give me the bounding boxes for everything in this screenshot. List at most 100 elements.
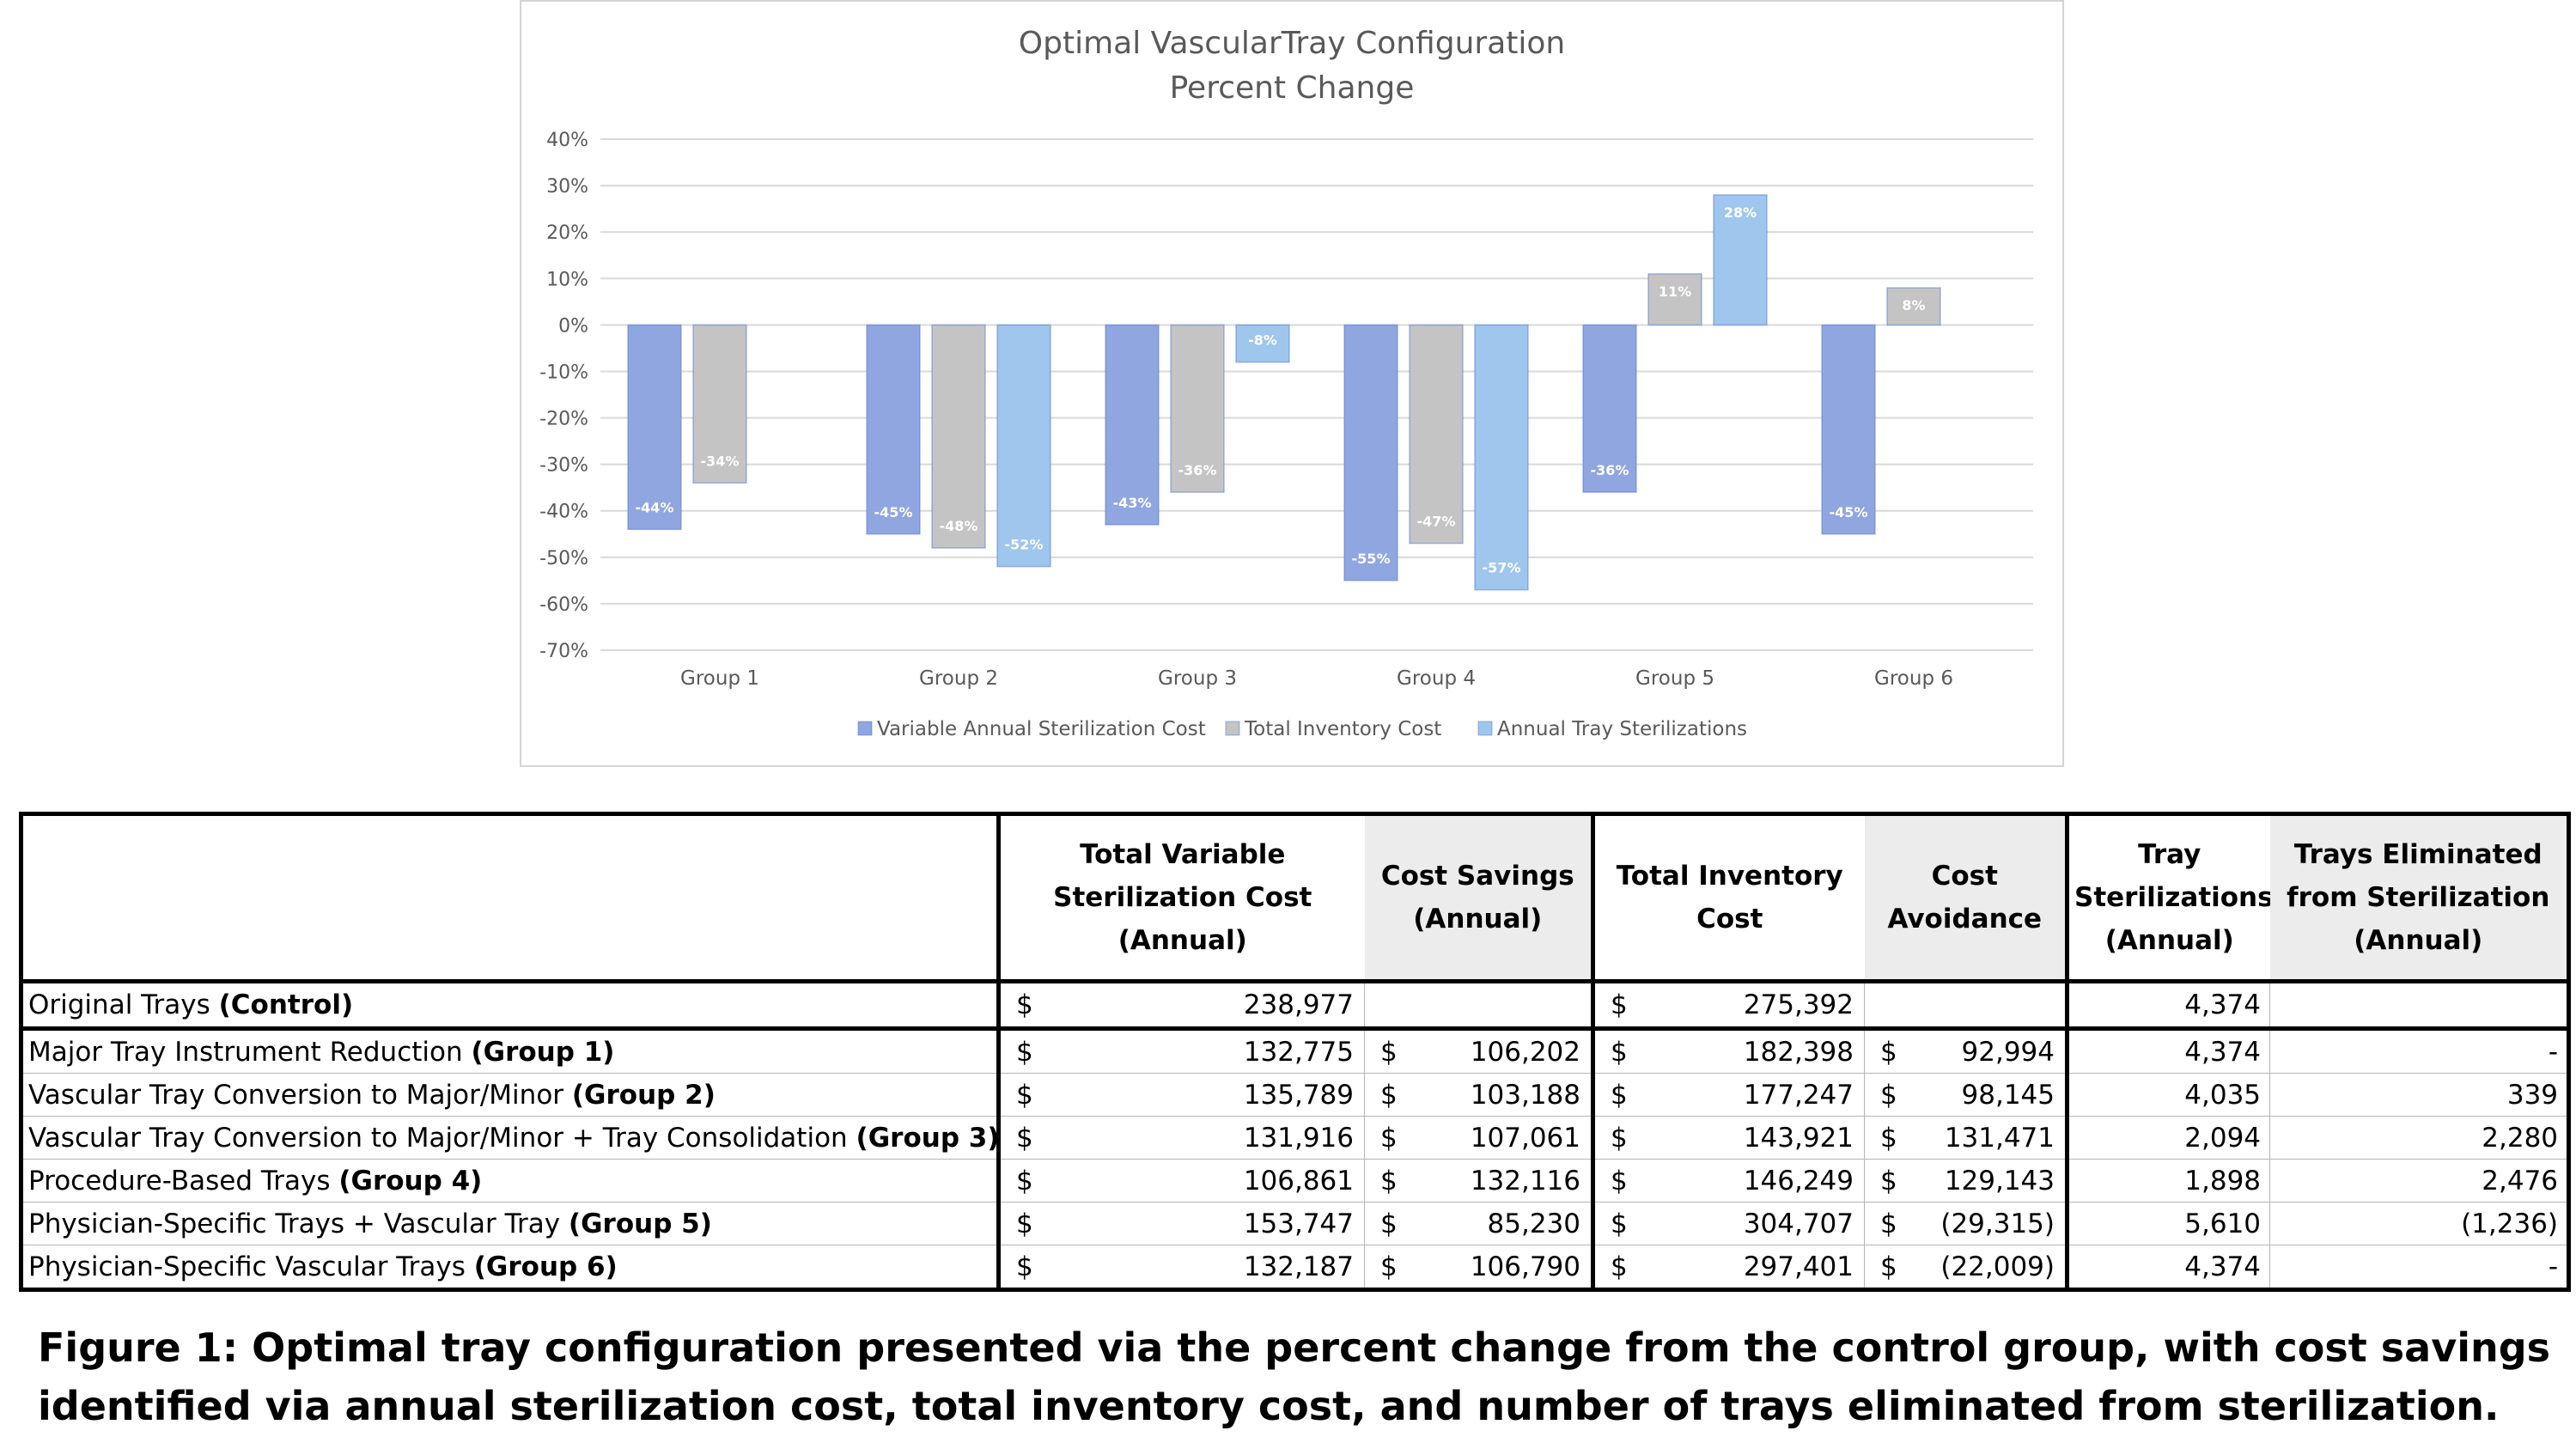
row-group-tag: (Control) [218,989,354,1020]
cell-inventory-cost: 177,247 [1653,1073,1865,1117]
cell-cost-avoidance: (29,315) [1924,1202,2067,1245]
chart-title: Optimal VascularTray Configuration [1019,26,1565,61]
legend-label: Total Inventory Cost [1244,718,1441,740]
bar-data-label: -45% [874,504,913,521]
x-category-label: Group 1 [680,667,759,690]
row-label: Procedure-Based Trays (Group 4) [21,1159,999,1202]
bar-data-label: -47% [1417,514,1456,530]
bar-variable-annual-sterilization-cost-group-4 [1343,324,1398,581]
currency-symbol: $ [1591,979,1653,1031]
currency-symbol: $ [996,1116,1059,1160]
cell-cost-savings: 106,790 [1470,1251,1581,1282]
cell-inventory-cost: 146,249 [1653,1159,1865,1202]
cell-trays-eliminated: 2,476 [2269,1159,2569,1202]
y-tick-label: -50% [539,548,588,569]
figure-caption: Figure 1: Optimal tray configuration pre… [38,1324,2551,1429]
currency-symbol: $ [1864,1202,1925,1245]
y-tick-label: -70% [539,641,588,662]
currency-symbol: $ [996,1028,1059,1074]
cell-cost-avoidance: 129,143 [1924,1159,2067,1202]
row-group-tag: (Group 2) [571,1079,716,1111]
bar-data-label: -52% [1005,537,1044,553]
bar-variable-annual-sterilization-cost-group-3 [1105,324,1160,526]
legend-item: Total Inventory Cost [1225,718,1441,740]
table-header-row: Total Variable Sterilization Cost (Annua… [21,813,2569,982]
cell-trays-eliminated: - [2269,1028,2569,1074]
currency-symbol: $ [996,1202,1059,1245]
y-tick-label: 20% [546,222,588,244]
currency-symbol: $ [1591,1159,1653,1202]
cell-cost-savings: 106,202 [1424,1028,1593,1074]
y-tick-label: -30% [539,455,588,477]
currency-symbol: $ [1591,1116,1653,1160]
bar-data-label: -8% [1248,332,1277,349]
bar-data-label: -36% [1591,462,1629,478]
cell-inventory-cost: 297,401 [1743,1251,1854,1282]
bar-total-inventory-cost-group-6 [1886,287,1941,326]
cell-inventory-cost: 143,921 [1653,1116,1865,1160]
bar-total-inventory-cost-group-4 [1409,324,1464,545]
bar-total-inventory-cost-group-5 [1647,273,1702,326]
currency-symbol: $ [996,979,1059,1031]
currency-symbol: $ [1364,1028,1425,1074]
bar-variable-annual-sterilization-cost-group-1 [627,324,682,531]
row-label: Vascular Tray Conversion to Major/Minor … [21,1116,999,1160]
row-label-text: Original Trays [28,989,219,1020]
row-label: Original Trays (Control) [21,979,999,1031]
legend-swatch [857,721,873,736]
bar-data-label: 11% [1659,283,1691,300]
cell-cost-avoidance [1924,979,2067,1031]
table-row: Physician-Specific Vascular Trays (Group… [21,1245,2569,1290]
row-label-text: Vascular Tray Conversion to Major/Minor … [28,1122,856,1154]
currency-symbol: $ [1864,1159,1925,1202]
bar-chart: Optimal VascularTray Configuration Perce… [539,26,2033,740]
cell-variable-cost: 132,775 [1058,1028,1365,1074]
bar-total-inventory-cost-group-3 [1170,324,1225,493]
y-tick-label: -10% [539,362,588,383]
cell-tray-sterilizations: 2,094 [2065,1116,2270,1160]
legend-swatch [1225,721,1240,736]
table-row: Procedure-Based Trays (Group 4) $106,861 $… [21,1159,2569,1202]
bar-annual-tray-sterilizations-group-5 [1713,194,1768,326]
table-row: Vascular Tray Conversion to Major/Minor … [21,1073,2569,1117]
bar-data-label: -36% [1178,462,1217,478]
chart-subtitle: Percent Change [1170,70,1415,106]
currency-symbol: $ [1591,1202,1653,1245]
cell-cost-avoidance: 92,994 [1924,1028,2067,1074]
bar-data-label: -57% [1483,560,1521,576]
y-tick-label: -60% [539,594,588,616]
currency-symbol: $ [1864,1116,1925,1160]
x-category-label: Group 6 [1874,667,1953,690]
cell-tray-sterilizations: 4,374 [2065,1245,2270,1290]
currency-symbol: $ [996,1159,1059,1202]
cell-cost-savings: 107,061 [1424,1116,1593,1160]
table-row: Original Trays (Control) $238,977 $275,392… [21,979,2569,1031]
row-group-tag: (Group 3) [856,1122,999,1154]
x-category-label: Group 3 [1158,667,1237,690]
bar-annual-tray-sterilizations-group-2 [996,324,1051,568]
cell-variable-cost: 132,187 [1243,1251,1355,1282]
bar-total-inventory-cost-group-1 [692,324,747,484]
y-tick-label: 10% [546,269,588,290]
cell-trays-eliminated: 2,280 [2269,1116,2569,1160]
cell-variable-cost: 238,977 [1058,979,1365,1031]
row-label: Physician-Specific Vascular Trays (Group… [21,1245,999,1290]
currency-symbol: $ [1864,1028,1925,1074]
row-group-tag: (Group 5) [568,1208,712,1239]
currency-symbol: $ [1591,1073,1653,1117]
cell-trays-eliminated [2269,979,2569,1031]
legend-label: Variable Annual Sterilization Cost [877,718,1206,740]
currency-symbol: $ [1864,1073,1925,1117]
cell-cost-savings: 85,230 [1424,1202,1593,1245]
table-row: Vascular Tray Conversion to Major/Minor … [21,1116,2569,1160]
cell-inventory-cost: 304,707 [1653,1202,1865,1245]
currency-symbol: $ [996,1245,1059,1290]
x-category-label: Group 2 [919,667,998,690]
legend-swatch [1477,721,1493,736]
row-group-tag: (Group 4) [338,1165,483,1196]
row-label-text: Major Tray Instrument Reduction [28,1036,472,1068]
header-total-variable-cost: Total Variable Sterilization Cost (Annua… [996,813,1365,982]
cell-trays-eliminated: 339 [2269,1073,2569,1117]
bar-annual-tray-sterilizations-group-4 [1474,324,1529,591]
y-tick-label: 0% [558,315,588,337]
